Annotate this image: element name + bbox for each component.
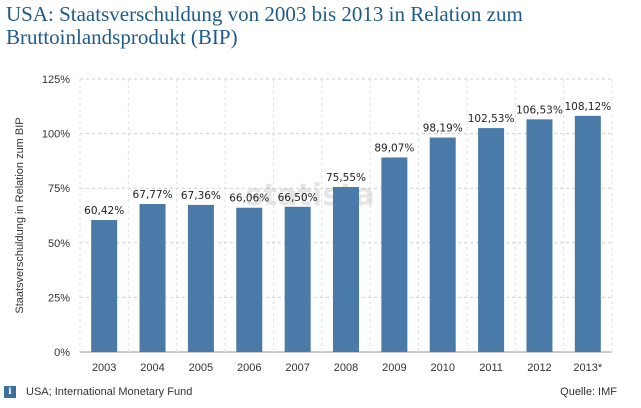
value-label: 89,07% bbox=[374, 142, 414, 154]
x-tick-label: 2010 bbox=[430, 362, 454, 374]
x-tick-label: 2008 bbox=[334, 362, 358, 374]
bar-2005[interactable] bbox=[187, 204, 214, 352]
value-label: 106,53% bbox=[516, 104, 563, 116]
bar-2004[interactable] bbox=[139, 203, 166, 352]
x-tick-label: 2012 bbox=[527, 362, 551, 374]
value-label: 102,53% bbox=[468, 113, 515, 125]
y-tick-labels: 0% 25% 50% 75% 100% 125% bbox=[42, 74, 70, 359]
x-tick-label: 2009 bbox=[382, 362, 406, 374]
value-label: 67,77% bbox=[133, 189, 173, 201]
source-note: i USA; International Monetary Fund bbox=[4, 386, 192, 398]
y-tick-label: 100% bbox=[42, 129, 70, 141]
x-tick-label: 2007 bbox=[285, 362, 309, 374]
x-tick-labels: 2003 2004 2005 2006 2007 2008 2009 2010 2011 2012… bbox=[92, 362, 603, 374]
x-tick-label: 2004 bbox=[140, 362, 164, 374]
chart-title: USA: Staatsverschuldung von 2003 bis 201… bbox=[6, 2, 523, 49]
x-tick-label: 2011 bbox=[479, 362, 503, 374]
y-tick-label: 50% bbox=[48, 238, 70, 250]
value-label: 66,50% bbox=[278, 192, 318, 204]
x-tick-label: 2005 bbox=[189, 362, 213, 374]
value-label: 60,42% bbox=[84, 205, 124, 217]
value-label: 75,55% bbox=[326, 172, 366, 184]
bar-2007[interactable] bbox=[284, 206, 311, 352]
bar-2010[interactable] bbox=[429, 137, 456, 352]
x-tick-label: 2006 bbox=[237, 362, 261, 374]
x-tick-label: 2003 bbox=[92, 362, 116, 374]
bar-2011[interactable] bbox=[478, 128, 505, 352]
y-tick-label: 25% bbox=[48, 292, 70, 304]
y-tick-label: 0% bbox=[54, 347, 70, 359]
bar-2013[interactable] bbox=[574, 115, 601, 352]
bar-2008[interactable] bbox=[333, 186, 359, 352]
bars bbox=[91, 115, 601, 353]
bar-2009[interactable] bbox=[381, 157, 408, 352]
info-icon[interactable]: i bbox=[4, 386, 16, 398]
value-label: 66,06% bbox=[229, 193, 269, 205]
source-credit: Quelle: IMF bbox=[560, 386, 617, 398]
bar-2006[interactable] bbox=[236, 207, 263, 352]
y-axis-label: Staatsverschuldung in Relation zum BIP bbox=[14, 117, 26, 313]
x-tick-label: 2013* bbox=[573, 362, 602, 374]
value-labels: 60,42% 67,77% 67,36% 66,06% 66,50% 75,55% 89,0… bbox=[84, 101, 611, 217]
y-tick-label: 75% bbox=[48, 183, 70, 195]
bar-2012[interactable] bbox=[526, 119, 553, 353]
value-label: 67,36% bbox=[181, 190, 221, 202]
y-tick-label: 125% bbox=[42, 74, 70, 86]
value-label: 108,12% bbox=[564, 101, 611, 113]
source-text: USA; International Monetary Fund bbox=[26, 386, 193, 398]
value-label: 98,19% bbox=[423, 123, 463, 135]
bar-2003[interactable] bbox=[91, 220, 118, 352]
